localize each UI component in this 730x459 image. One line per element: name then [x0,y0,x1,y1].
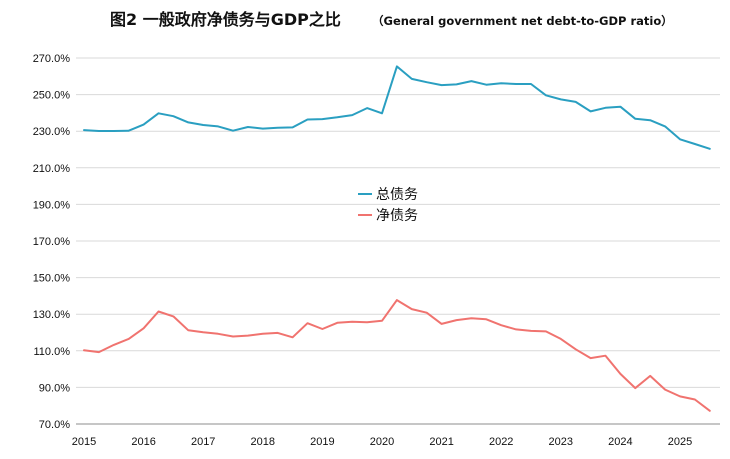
x-tick-label: 2015 [72,436,96,448]
chart-title: 图2 一般政府净债务与GDP之比 [110,10,341,29]
legend-label: 净债务 [376,208,418,224]
x-tick-label: 2018 [251,436,275,448]
y-tick-label: 170.0% [33,236,71,248]
y-tick-label: 90.0% [39,382,70,394]
x-tick-label: 2017 [191,436,215,448]
series-line-1 [83,65,711,150]
x-tick-label: 2024 [608,436,632,448]
x-tick-label: 2022 [489,436,513,448]
y-tick-label: 150.0% [33,273,71,285]
y-axis-ticks: 70.0% 90.0% 110.0% 130.0% 150.0% 170.0% 190.0%… [33,53,71,431]
x-tick-label: 2019 [310,436,334,448]
x-tick-label: 2020 [370,436,394,448]
y-tick-label: 190.0% [33,199,71,211]
x-tick-label: 2016 [131,436,155,448]
y-tick-label: 230.0% [33,126,71,138]
y-tick-label: 70.0% [39,419,70,431]
x-tick-label: 2023 [549,436,573,448]
y-tick-label: 250.0% [33,90,71,102]
x-tick-label: 2021 [429,436,453,448]
series-line-2 [83,299,711,412]
y-tick-label: 110.0% [34,346,71,358]
series-lines [83,65,711,412]
x-tick-label: 2025 [668,436,692,448]
legend-label: 总债务 [376,187,418,203]
chart-subtitle: （General government net debt-to-GDP rati… [372,14,673,28]
gridlines [76,57,720,388]
y-tick-label: 270.0% [33,53,71,65]
x-axis-ticks: 2015 2016 2017 2018 2019 2020 2021 2022 2023 2024… [72,436,692,448]
y-tick-label: 130.0% [33,309,71,321]
y-tick-label: 210.0% [33,163,71,175]
